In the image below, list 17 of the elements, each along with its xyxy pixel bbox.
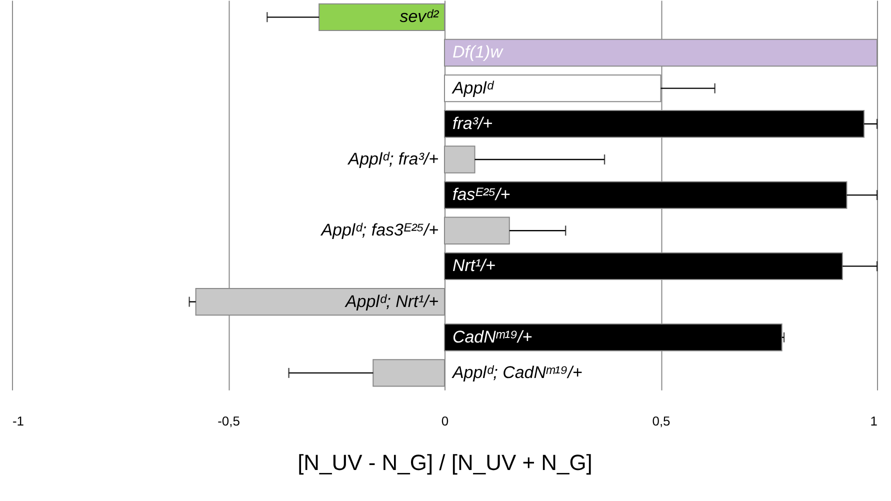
x-tick-label: -0,5: [218, 413, 240, 428]
y-tick-label: Applᵈ; fra³/+: [347, 149, 439, 168]
x-tick-label: -1: [12, 413, 24, 428]
y-tick-label: Nrt¹/+: [452, 256, 496, 276]
y-tick-label: Applᵈ; fas3ᴱ²⁵/+: [320, 220, 439, 240]
x-tick-label: 0: [441, 413, 449, 428]
x-axis-title: [N_UV - N_G] / [N_UV + N_G]: [298, 450, 592, 476]
x-tick-label: 1: [870, 413, 878, 428]
y-tick-label: sevᵈ²: [400, 7, 440, 26]
y-tick-label: Applᵈ; CadNᵐ¹⁹/+: [451, 362, 582, 382]
y-tick-label: fra³/+: [452, 114, 493, 133]
y-tick-label: Applᵈ: [451, 78, 494, 98]
y-tick-label: CadNᵐ¹⁹/+: [452, 327, 532, 346]
y-tick-label: Df(1)w: [452, 42, 504, 62]
y-tick-label: fasᴱ²⁵/+: [452, 185, 510, 204]
x-tick-label: 0,5: [652, 413, 670, 428]
y-tick-label: Applᵈ; Nrt¹/+: [344, 292, 439, 311]
